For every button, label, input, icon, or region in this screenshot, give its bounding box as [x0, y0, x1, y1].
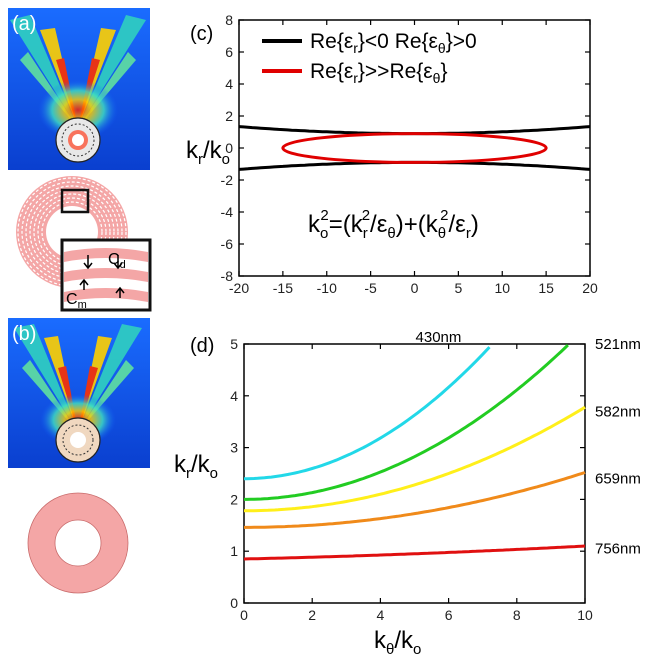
y-tick-label: -2 [221, 172, 234, 188]
y-tick-label: 0 [230, 595, 238, 611]
inset-label-cd: Cd [108, 251, 126, 271]
y-tick-label: 1 [230, 543, 238, 559]
x-tick-label: 10 [577, 607, 593, 623]
plain-ring [27, 492, 129, 594]
y-tick-label: 5 [230, 336, 238, 352]
legend-c: Re{εr}<0 Re{εθ}>0 Re{εr}>>Re{εθ} [262, 30, 477, 86]
y-tick-label: -6 [221, 236, 234, 252]
ylabel-d: kr/ko [174, 451, 218, 482]
x-tick-label: 5 [454, 280, 462, 296]
series-curve-430nm [244, 346, 491, 481]
panel-label-a: (a) [12, 13, 36, 35]
series-curve-756nm [243, 544, 586, 561]
x-tick-label: 6 [445, 607, 453, 623]
x-tick-label: 0 [240, 607, 248, 623]
series-label-582nm: 582nm [595, 403, 641, 420]
y-tick-label: 0 [225, 140, 233, 156]
series-curve-582nm [244, 405, 586, 513]
field-map-b [8, 318, 150, 468]
x-tick-label: 2 [308, 607, 316, 623]
ellipse-curve [281, 132, 548, 164]
y-tick-label: 3 [230, 440, 238, 456]
x-tick-label: 0 [411, 280, 419, 296]
field-map-a [8, 8, 150, 170]
x-tick-label: -20 [229, 280, 249, 296]
y-tick-label: 4 [230, 388, 238, 404]
y-tick-label: 8 [225, 12, 233, 28]
x-tick-label: -5 [364, 280, 377, 296]
ylabel-c: kr/ko [186, 137, 230, 168]
plot-d: 0 2 4 6 8 10 0 1 2 3 4 5 430nm 521nm 582nm 659nm 756nm [230, 329, 641, 623]
x-tick-label: 20 [582, 280, 598, 296]
xlabel-d: kθ/ko [374, 627, 421, 658]
x-tick-label: 10 [494, 280, 510, 296]
panel-label-c: (c) [190, 23, 213, 45]
series-curve-521nm [244, 344, 569, 501]
y-tick-label: -4 [221, 204, 234, 220]
inset-layers [60, 238, 152, 312]
series-label-430nm: 430nm [416, 329, 462, 346]
y-tick-label: 6 [225, 44, 233, 60]
x-tick-label: 15 [538, 280, 554, 296]
x-tick-label: 8 [513, 607, 521, 623]
series-label-756nm: 756nm [595, 541, 641, 558]
inset-label-cm: Cm [66, 291, 87, 311]
x-tick-label: -15 [273, 280, 293, 296]
series-label-521nm: 521nm [595, 336, 641, 353]
legend-entry-black: Re{εr}<0 Re{εθ}>0 [310, 30, 477, 56]
series-curve-659nm [244, 471, 586, 529]
x-tick-label: -10 [317, 280, 337, 296]
y-tick-label: 4 [225, 76, 233, 92]
zoom-box [60, 188, 90, 214]
series-label-659nm: 659nm [595, 471, 641, 488]
panel-label-d: (d) [190, 335, 214, 357]
panel-label-b: (b) [12, 323, 36, 345]
x-tick-label: 4 [377, 607, 385, 623]
y-tick-label: 2 [225, 108, 233, 124]
y-tick-label: -8 [221, 268, 234, 284]
dispersion-equation: ko2=(kr2/εθ)+(kθ2/εr) [308, 207, 479, 242]
y-tick-label: 2 [230, 491, 238, 507]
legend-entry-red: Re{εr}>>Re{εθ} [310, 60, 447, 86]
